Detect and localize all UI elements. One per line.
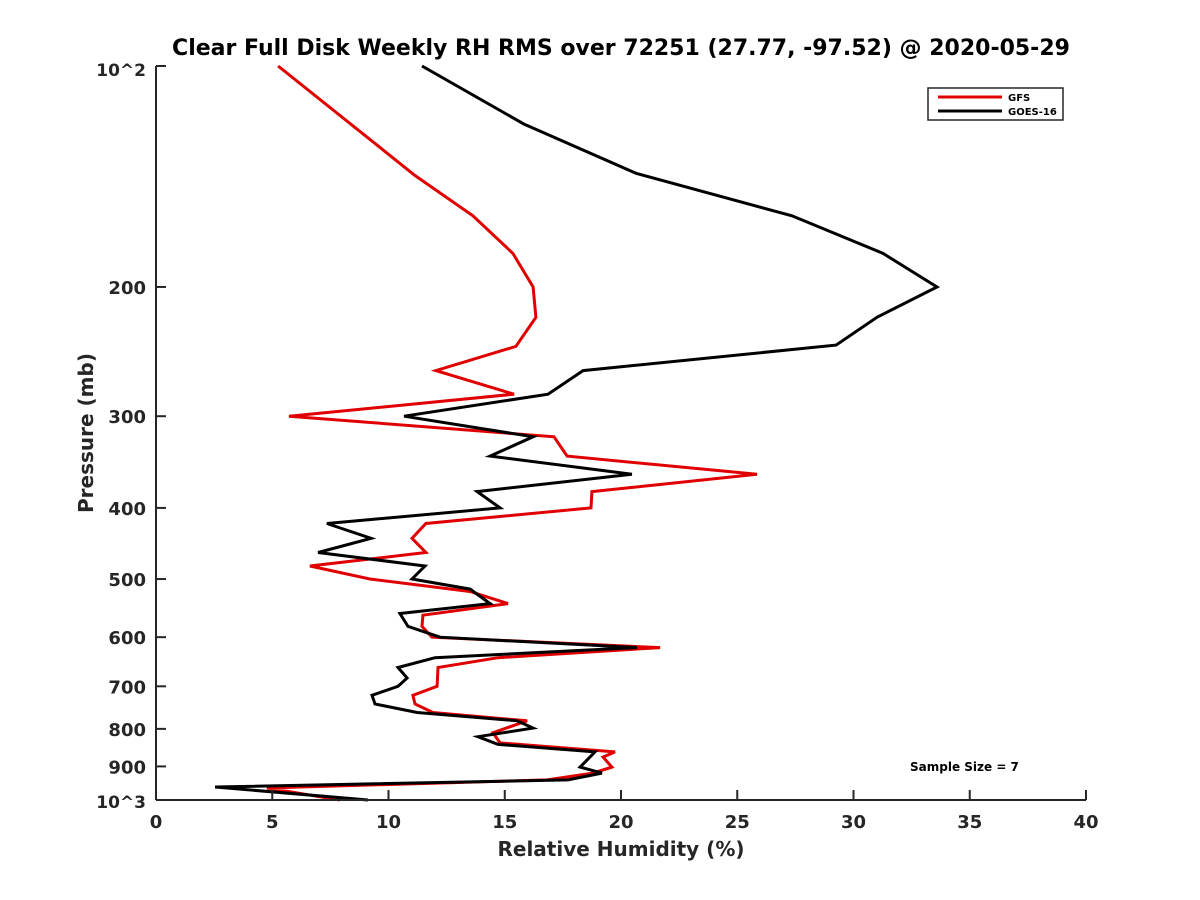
y-tick-label-bottom: 10^3	[96, 793, 146, 813]
x-tick-label: 20	[608, 812, 633, 833]
y-tick-label: 700	[108, 677, 146, 698]
x-tick-label: 40	[1073, 812, 1098, 833]
y-tick-label: 800	[108, 720, 146, 741]
x-axis-label: Relative Humidity (%)	[497, 837, 744, 861]
x-tick-label: 25	[725, 812, 750, 833]
series-line-gfs	[266, 64, 758, 802]
x-tick-label: 30	[841, 812, 866, 833]
legend-label-gfs: GFS	[1008, 93, 1030, 104]
x-tick-label: 5	[266, 812, 279, 833]
y-tick-label: 500	[108, 570, 146, 591]
y-tick-label: 600	[108, 628, 146, 649]
y-tick-label: 900	[108, 757, 146, 778]
x-tick-label: 0	[150, 812, 163, 833]
chart-title: Clear Full Disk Weekly RH RMS over 72251…	[172, 36, 1070, 61]
x-tick-label: 10	[376, 812, 401, 833]
y-tick-label-top: 10^2	[96, 61, 146, 81]
series-line-goes16	[214, 64, 941, 802]
axes: 0 5 10 15 20 25 30 35 40 200 300 400 500 600 700 800 900	[108, 65, 1099, 833]
sample-size-annotation: Sample Size = 7	[910, 760, 1019, 774]
legend-box	[927, 87, 1064, 121]
legend: GFS GOES-16	[927, 87, 1064, 121]
x-tick-label: 15	[492, 812, 517, 833]
legend-label-goes16: GOES-16	[1008, 107, 1057, 118]
y-tick-label: 200	[108, 278, 146, 299]
y-axis-label: Pressure (mb)	[74, 353, 98, 513]
x-tick-label: 35	[957, 812, 982, 833]
y-tick-label: 400	[108, 499, 146, 520]
series-layer	[214, 64, 941, 802]
y-tick-label: 300	[108, 407, 146, 428]
